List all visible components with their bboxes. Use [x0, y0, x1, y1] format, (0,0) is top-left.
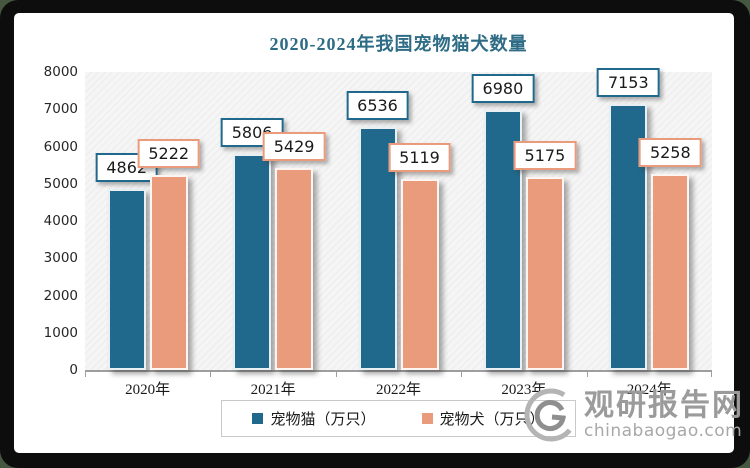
plot-area: 4862 5222 5806 5429 6536 5119 6980 5175 7153 5258: [85, 68, 712, 377]
x-axis-tick: [85, 370, 86, 377]
data-label-cat-2024年: 7153: [596, 68, 660, 97]
bar-dog-2021年: [275, 168, 314, 370]
legend-entry-cat: 宠物猫（万只）: [252, 408, 376, 429]
data-label-dog-2021年: 5429: [262, 132, 326, 161]
data-label-dog-2022年: 5119: [388, 143, 451, 172]
data-label-cat-2022年: 6536: [346, 91, 409, 120]
chart-title: 2020-2024年我国宠物猫犬数量: [269, 34, 528, 54]
legend-label-cat: 宠物猫（万只）: [270, 412, 376, 428]
y-axis-tick-label: 2000: [43, 287, 78, 304]
y-axis-tick-label: 1000: [43, 324, 78, 341]
legend: 宠物猫（万只） 宠物犬（万只）: [221, 400, 576, 437]
x-axis-label-2024年: 2024年: [626, 382, 672, 398]
y-axis-tick-label: 4000: [43, 213, 78, 229]
data-label-dog-2024年: 5258: [638, 138, 702, 167]
legend-swatch-dog: [421, 413, 433, 424]
data-label-dog-2020年: 5222: [137, 139, 201, 168]
y-axis-tick-label: 7000: [43, 101, 78, 118]
x-axis-tick: [210, 370, 212, 377]
x-axis-tick: [586, 370, 588, 377]
bar-dog-2023年: [525, 177, 564, 370]
data-label-cat-2023年: 6980: [471, 74, 535, 103]
legend-entry-dog: 宠物犬（万只）: [421, 408, 545, 429]
x-axis-label-2021年: 2021年: [250, 382, 296, 398]
bar-cat-2021年: [233, 154, 272, 370]
x-axis-label-2022年: 2022年: [375, 382, 421, 398]
y-axis-tick-label: 8000: [43, 64, 78, 80]
y-axis-tick-label: 0: [69, 362, 78, 378]
x-axis-tick: [711, 370, 712, 377]
bar-dog-2022年: [400, 179, 439, 370]
x-axis-tick: [335, 370, 337, 377]
bar-dog-2024年: [651, 174, 690, 370]
x-axis-label-2020年: 2020年: [125, 382, 171, 398]
y-axis-tick-label: 3000: [43, 250, 78, 267]
y-axis: 0 1000 2000 3000 4000 5000 6000 7000 8000: [30, 65, 78, 376]
bar-dog-2020年: [149, 175, 188, 370]
bar-cat-2020年: [107, 189, 146, 370]
legend-swatch-cat: [252, 413, 264, 424]
x-axis-label-2023年: 2023年: [501, 382, 547, 398]
y-axis-tick-label: 6000: [43, 138, 78, 155]
x-axis-tick: [461, 370, 463, 377]
legend-row: 宠物猫（万只） 宠物犬（万只）: [85, 400, 712, 437]
y-axis-tick-label: 5000: [43, 175, 78, 192]
legend-label-dog: 宠物犬（万只）: [439, 412, 545, 428]
data-label-dog-2023年: 5175: [513, 141, 577, 170]
